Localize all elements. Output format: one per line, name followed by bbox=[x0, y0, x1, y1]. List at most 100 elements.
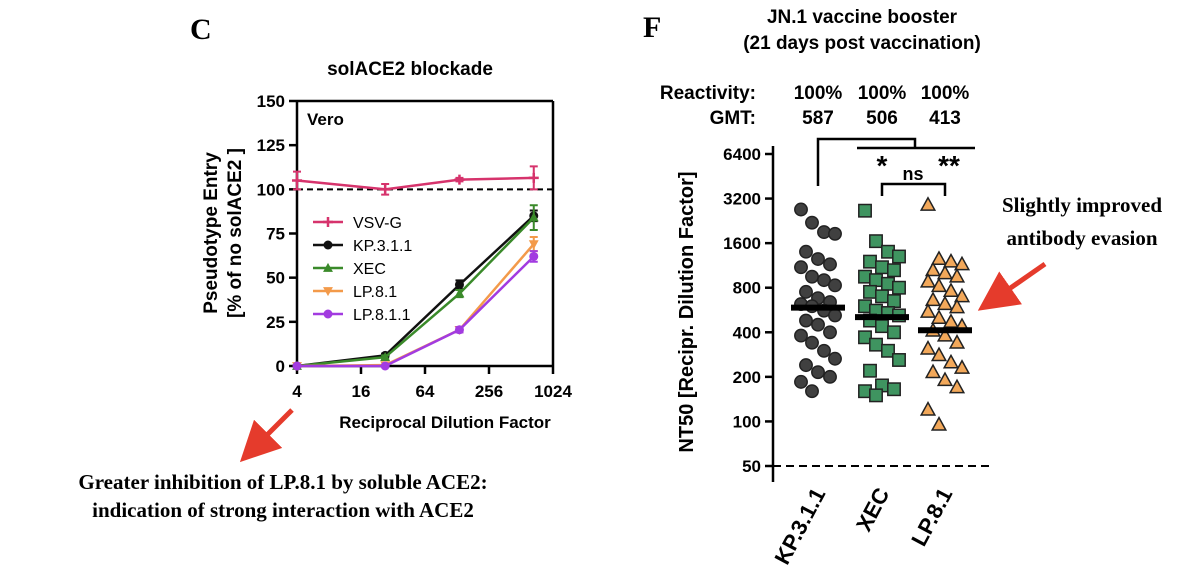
data-point bbox=[919, 401, 937, 416]
data-point bbox=[292, 361, 302, 371]
data-point bbox=[828, 308, 842, 323]
group-LP.8.1 bbox=[919, 196, 971, 431]
data-point bbox=[799, 244, 813, 259]
data-point bbox=[875, 260, 889, 275]
category-label: XEC bbox=[851, 484, 894, 536]
data-point bbox=[930, 250, 948, 266]
panel-c-series bbox=[292, 165, 539, 372]
gmt-value: 413 bbox=[929, 108, 961, 129]
annotation-arrow-c bbox=[239, 408, 294, 463]
panel-c-y-tick-label: 100 bbox=[257, 180, 285, 199]
panel-f-title-line1: JN.1 vaccine booster bbox=[767, 7, 958, 28]
legend-swatch-marker bbox=[323, 262, 333, 272]
panel-f-annotation: Slightly improved antibody evasion bbox=[977, 193, 1162, 311]
data-point bbox=[805, 384, 819, 399]
data-point bbox=[528, 212, 539, 222]
panel-c-y-tick-label: 0 bbox=[276, 357, 285, 376]
panel-c-y-tick-label: 75 bbox=[266, 225, 285, 244]
panel-c-x-axis: 4 16 64 256 1024 bbox=[292, 364, 572, 401]
panel-c-letter: C bbox=[190, 13, 212, 46]
panel-c-y-tick-label: 50 bbox=[266, 269, 285, 288]
data-point bbox=[794, 260, 808, 275]
data-point bbox=[794, 328, 808, 343]
data-point bbox=[892, 353, 906, 367]
panel-f-y-tick-label: 800 bbox=[733, 279, 761, 298]
panel-c-y-label-line1: Pseudotype Entry bbox=[201, 152, 222, 314]
series-line bbox=[296, 176, 534, 191]
data-point bbox=[528, 172, 539, 183]
legend-label: VSV-G bbox=[353, 215, 402, 232]
annotation-c-line2: indication of strong interaction with AC… bbox=[92, 498, 474, 522]
annotation-f-line1: Slightly improved bbox=[1002, 193, 1162, 217]
data-point bbox=[805, 215, 819, 230]
data-point bbox=[799, 313, 813, 328]
data-point bbox=[919, 339, 937, 355]
data-point bbox=[875, 289, 889, 304]
panel-f-y-tick-label: 1600 bbox=[723, 234, 761, 253]
legend-label: KP.3.1.1 bbox=[353, 238, 412, 255]
data-point bbox=[817, 273, 831, 288]
panel-c-x-tick-label: 256 bbox=[475, 382, 503, 401]
data-point bbox=[869, 337, 883, 352]
data-point bbox=[948, 298, 966, 314]
bracket-xec-lp bbox=[880, 182, 947, 196]
data-point bbox=[936, 326, 954, 342]
data-point bbox=[930, 277, 948, 293]
category-label: LP.8.1 bbox=[906, 484, 957, 550]
series-LP.8.1.1 bbox=[292, 250, 539, 371]
reactivity-value: 100% bbox=[858, 83, 907, 104]
group-XEC bbox=[858, 203, 906, 403]
data-point bbox=[953, 359, 971, 374]
panel-f-letter: F bbox=[643, 11, 661, 44]
data-point bbox=[858, 203, 872, 218]
data-point bbox=[892, 249, 906, 264]
data-point bbox=[811, 365, 825, 380]
data-point bbox=[924, 291, 942, 307]
panel-c-y-tick-label: 150 bbox=[257, 92, 285, 111]
data-point bbox=[823, 369, 837, 384]
legend-label: LP.8.1.1 bbox=[353, 307, 411, 324]
data-point bbox=[805, 269, 819, 284]
gmt-value: 506 bbox=[866, 108, 898, 129]
data-point bbox=[529, 251, 539, 261]
data-point bbox=[799, 284, 813, 299]
legend-swatch-marker bbox=[323, 217, 333, 227]
data-point bbox=[930, 416, 948, 431]
data-point bbox=[942, 282, 960, 298]
panel-f-y-tick-label: 100 bbox=[733, 412, 761, 431]
panel-c: C solACE2 blockade Vero 0 25 50 75 100 125 150… bbox=[190, 13, 572, 432]
data-point bbox=[936, 264, 954, 280]
panel-f-stats: 100% 587 100% 506 100% 413 bbox=[794, 83, 970, 129]
panel-c-y-tick-label: 25 bbox=[266, 313, 285, 332]
data-point bbox=[828, 226, 842, 241]
data-point bbox=[930, 309, 948, 324]
panel-c-x-tick-label: 64 bbox=[416, 382, 435, 401]
panel-c-x-tick-label: 16 bbox=[352, 382, 371, 401]
data-point bbox=[942, 353, 960, 369]
panel-c-annotation: Greater inhibition of LP.8.1 by soluble … bbox=[78, 408, 488, 522]
data-point bbox=[863, 254, 877, 269]
panel-f-mean-bars bbox=[791, 304, 972, 334]
panel-c-x-tick-label: 4 bbox=[292, 382, 302, 401]
panel-f-y-tick-label: 6400 bbox=[723, 145, 761, 164]
data-point bbox=[454, 288, 465, 298]
data-point bbox=[930, 346, 948, 362]
legend-item-VSV-G: VSV-G bbox=[313, 215, 402, 232]
data-point bbox=[948, 334, 966, 349]
data-point bbox=[794, 202, 808, 217]
data-point bbox=[454, 280, 464, 290]
data-point bbox=[887, 325, 901, 340]
data-point bbox=[811, 317, 825, 332]
legend-item-LP.8.1.1: LP.8.1.1 bbox=[313, 307, 411, 324]
data-point bbox=[887, 382, 901, 397]
data-point bbox=[936, 371, 954, 387]
data-point bbox=[858, 330, 872, 345]
panel-f-y-axis: 50 100 200 400 800 1600 3200 6400 bbox=[723, 145, 775, 482]
panel-c-y-axis: 0 25 50 75 100 125 150 bbox=[257, 92, 299, 376]
data-point bbox=[828, 351, 842, 366]
panel-c-right-axis bbox=[297, 99, 555, 366]
panel-f-y-label: NT50 [Recipr. Dilution Factor] bbox=[676, 171, 698, 452]
data-point bbox=[919, 303, 937, 318]
significance-label: ns bbox=[902, 164, 923, 184]
panel-c-x-tick-label: 1024 bbox=[534, 382, 572, 401]
